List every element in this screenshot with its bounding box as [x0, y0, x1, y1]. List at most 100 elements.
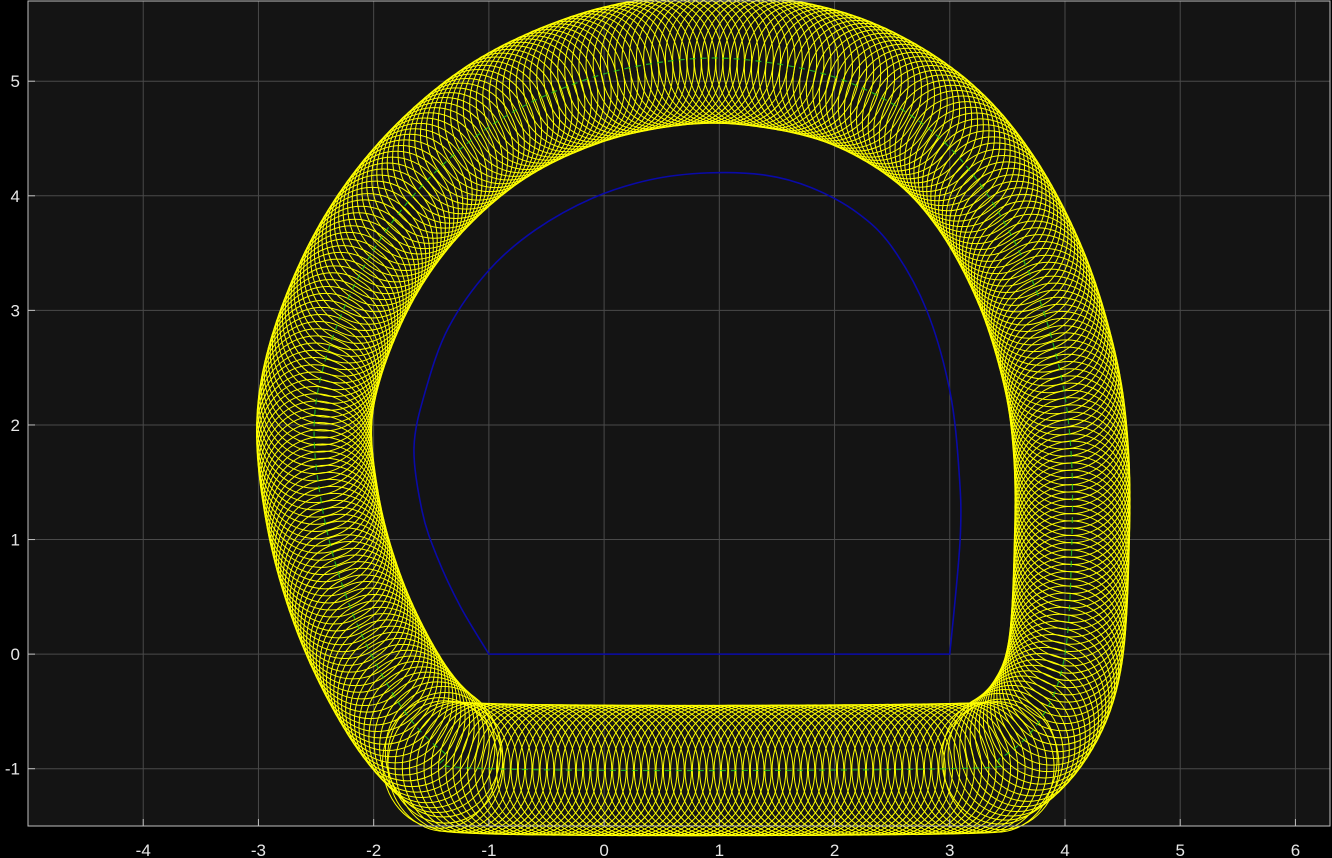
- y-tick-label: 1: [11, 531, 20, 550]
- swept-ellipse: [300, 561, 417, 693]
- x-tick-label: 3: [945, 841, 954, 858]
- swept-ellipse: [837, 39, 954, 172]
- swept-ellipse: [515, 18, 632, 150]
- y-tick-label: -1: [5, 760, 20, 779]
- swept-ellipse: [904, 95, 1021, 228]
- swept-ellipse: [392, 92, 509, 224]
- swept-ellipse: [964, 675, 1081, 808]
- swept-ellipse: [990, 640, 1107, 773]
- swept-ellipse: [550, 6, 667, 139]
- swept-ellipse: [366, 117, 483, 250]
- x-tick-label: 4: [1060, 841, 1069, 858]
- swept-ellipse: [945, 155, 1062, 287]
- swept-ellipse: [272, 478, 389, 611]
- swept-ellipse: [265, 299, 382, 432]
- swept-ellipse: [382, 697, 499, 829]
- swept-ellipse: [319, 600, 436, 732]
- swept-ellipse: [831, 36, 948, 168]
- x-tick-label: 1: [715, 841, 724, 858]
- swept-ellipse: [345, 643, 462, 776]
- swept-ellipse: [313, 186, 431, 319]
- swept-ellipse: [996, 627, 1113, 759]
- x-tick-label: 6: [1291, 841, 1300, 858]
- x-tick-label: -2: [366, 841, 381, 858]
- swept-ellipse: [267, 292, 384, 425]
- swept-ellipse: [1004, 317, 1121, 450]
- swept-ellipse: [265, 450, 382, 583]
- swept-ellipse: [325, 613, 443, 745]
- swept-ellipse: [286, 527, 404, 660]
- swept-ellipse: [306, 199, 423, 332]
- swept-ellipse: [908, 101, 1026, 233]
- swept-ellipse: [938, 142, 1055, 275]
- swept-ellipse: [423, 702, 540, 835]
- swept-ellipse: [281, 251, 399, 384]
- swept-ellipse: [571, 1, 688, 134]
- swept-ellipse: [381, 102, 498, 234]
- swept-ellipse: [456, 45, 573, 177]
- swept-ellipse: [299, 212, 417, 344]
- swept-ellipse: [959, 680, 1076, 813]
- swept-ellipse: [978, 659, 1095, 791]
- y-tick-label: 2: [11, 416, 20, 435]
- swept-ellipse: [279, 258, 396, 391]
- swept-ellipse: [873, 64, 990, 197]
- swept-ellipse: [347, 139, 464, 271]
- swept-ellipse: [952, 167, 1069, 300]
- swept-ellipse: [397, 87, 514, 219]
- swept-ellipse: [306, 574, 423, 707]
- swept-ellipse: [358, 661, 475, 793]
- swept-ellipse: [785, 14, 902, 147]
- swept-ellipses-series: [255, 0, 1131, 837]
- swept-ellipse: [981, 234, 1098, 366]
- swept-ellipse: [402, 82, 520, 215]
- swept-ellipse: [368, 671, 485, 804]
- swept-ellipse: [443, 52, 561, 185]
- swept-ellipse: [982, 653, 1100, 785]
- swept-ellipse: [934, 136, 1051, 268]
- swept-ellipse: [329, 162, 446, 295]
- swept-ellipse: [889, 79, 1006, 212]
- swept-ellipse: [926, 124, 1043, 256]
- swept-ellipse: [297, 554, 414, 687]
- swept-ellipse: [271, 279, 389, 411]
- swept-ellipse: [325, 168, 442, 301]
- swept-ellipse: [373, 676, 490, 809]
- swept-ellipse: [878, 69, 996, 202]
- x-tick-label: 2: [830, 841, 839, 858]
- swept-ellipse: [296, 218, 413, 351]
- swept-ellipse: [321, 174, 438, 307]
- swept-ellipse: [849, 47, 967, 180]
- x-tick-label: 5: [1175, 841, 1184, 858]
- x-tick-label: -4: [136, 841, 151, 858]
- swept-ellipse: [289, 534, 406, 666]
- swept-ellipse: [270, 471, 387, 604]
- swept-ellipse: [309, 580, 426, 713]
- swept-ellipse: [262, 313, 379, 446]
- x-tick-label: -3: [251, 841, 266, 858]
- swept-ellipse: [996, 282, 1113, 415]
- swept-ellipse: [293, 225, 410, 357]
- swept-ellipse: [792, 17, 909, 149]
- data-layer: [255, 0, 1131, 837]
- swept-ellipse: [414, 73, 531, 206]
- axes-box: [27, 0, 1331, 827]
- swept-ellipse: [983, 240, 1101, 373]
- y-tick-label: 4: [11, 187, 20, 206]
- swept-ellipse: [312, 587, 429, 720]
- swept-ellipse: [284, 520, 401, 653]
- swept-ellipse: [543, 8, 660, 141]
- swept-ellipse: [679, 0, 796, 125]
- swept-ellipse: [922, 118, 1039, 250]
- swept-ellipse: [356, 128, 473, 260]
- swept-ellipse: [495, 26, 612, 158]
- inner-boundary-line: [413, 171, 962, 655]
- swept-ellipse: [970, 207, 1088, 339]
- swept-ellipse: [280, 506, 397, 639]
- swept-ellipse: [376, 107, 493, 239]
- swept-ellipse: [938, 701, 1055, 833]
- axes: -4 -3 -2 -1 0 1 2 3 4 5 6 -1 0 1 2 3 4 5: [5, 0, 1331, 858]
- swept-ellipse: [475, 35, 592, 167]
- swept-ellipse: [284, 245, 401, 377]
